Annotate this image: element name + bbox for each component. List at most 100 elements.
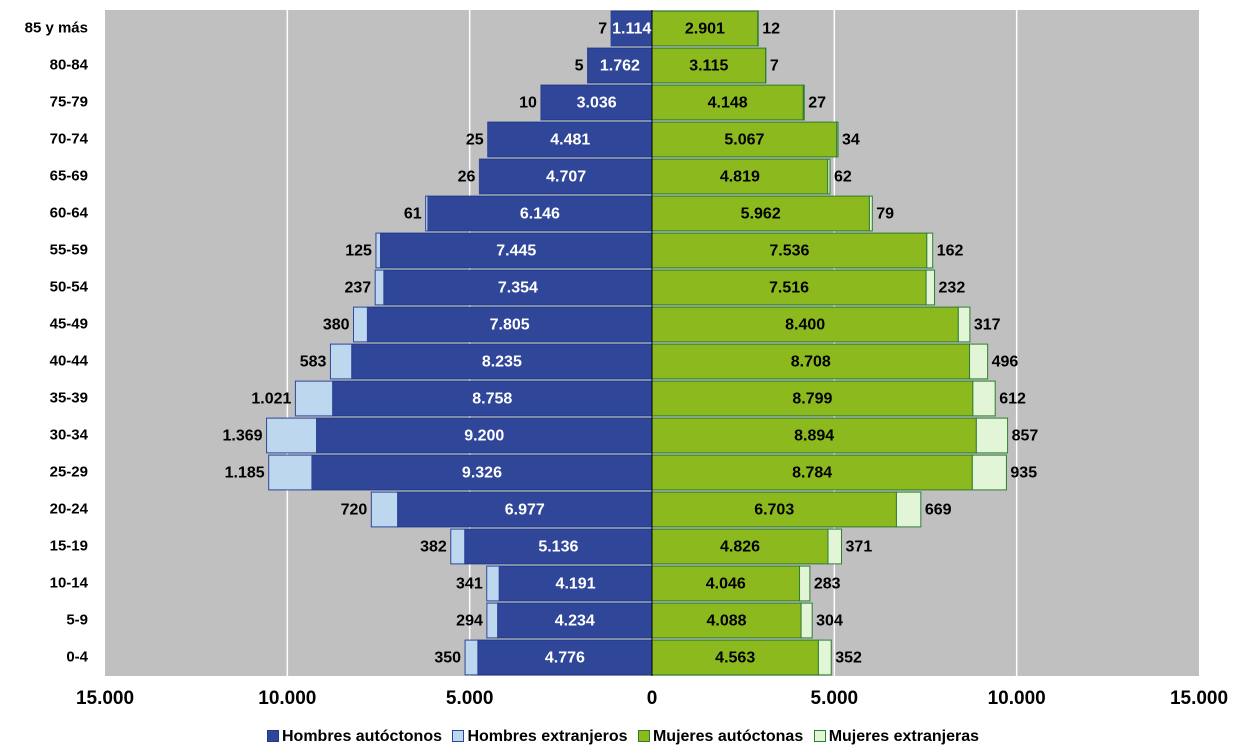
data-label-hombres-extranjeros: 1.185 bbox=[225, 465, 265, 482]
category-label: 0-4 bbox=[66, 648, 88, 665]
bar-hombres-autoctonos bbox=[397, 491, 653, 528]
data-label-hombres-extranjeros: 294 bbox=[456, 613, 483, 630]
legend-swatch bbox=[813, 730, 826, 742]
bar-mujeres-extranjeras bbox=[827, 528, 843, 565]
category-label: 50-54 bbox=[50, 278, 89, 295]
bar-hombres-extranjeros bbox=[425, 195, 429, 232]
bar-hombres-autoctonos bbox=[587, 47, 653, 84]
data-label-hombres-extranjeros: 350 bbox=[434, 650, 461, 667]
bar-hombres-extranjeros bbox=[268, 454, 313, 491]
data-label-hombres-extranjeros: 1.369 bbox=[223, 428, 263, 445]
data-label-mujeres-autoctonas: 4.088 bbox=[707, 613, 747, 630]
bar-mujeres-extranjeras bbox=[895, 491, 922, 528]
category-label: 75-79 bbox=[50, 93, 88, 110]
bar-hombres-autoctonos bbox=[311, 454, 653, 491]
bar-mujeres-extranjeras bbox=[975, 417, 1009, 454]
bar-hombres-extranjeros bbox=[486, 602, 499, 639]
data-label-mujeres-extranjeras: 7 bbox=[770, 58, 779, 75]
bar-hombres-extranjeros bbox=[375, 232, 382, 269]
data-label-hombres-extranjeros: 720 bbox=[341, 502, 368, 519]
bar-hombres-extranjeros bbox=[266, 417, 318, 454]
bar-mujeres-extranjeras bbox=[926, 232, 934, 269]
x-tick-label: 15.000 bbox=[76, 688, 134, 709]
bar-mujeres-extranjeras bbox=[836, 121, 839, 158]
data-label-mujeres-extranjeras: 162 bbox=[937, 243, 964, 260]
bar-mujeres-extranjeras bbox=[802, 84, 805, 121]
bar-mujeres-extranjeras bbox=[972, 380, 996, 417]
legend-label: Mujeres extranjeras bbox=[828, 728, 979, 745]
data-label-hombres-extranjeros: 25 bbox=[466, 132, 484, 149]
bar-hombres-autoctonos bbox=[332, 380, 653, 417]
bar-hombres-extranjeros bbox=[478, 158, 481, 195]
bar-hombres-autoctonos bbox=[497, 602, 653, 639]
legend-swatch bbox=[637, 730, 650, 742]
data-label-mujeres-extranjeras: 304 bbox=[816, 613, 843, 630]
legend-swatch bbox=[452, 730, 465, 742]
data-label-mujeres-autoctonas: 5.962 bbox=[741, 206, 781, 223]
data-label-mujeres-extranjeras: 612 bbox=[999, 391, 1026, 408]
data-label-hombres-extranjeros: 380 bbox=[323, 317, 350, 334]
data-label-hombres-extranjeros: 237 bbox=[344, 280, 371, 297]
bar-hombres-extranjeros bbox=[486, 565, 500, 602]
bar-mujeres-extranjeras bbox=[817, 639, 832, 676]
data-label-mujeres-autoctonas: 8.784 bbox=[792, 465, 832, 482]
bar-mujeres-extranjeras bbox=[868, 195, 873, 232]
data-label-mujeres-autoctonas: 4.819 bbox=[720, 169, 760, 186]
category-label: 70-74 bbox=[50, 130, 89, 147]
bar-mujeres-autoctonas bbox=[651, 343, 971, 380]
x-tick-label: 10.000 bbox=[258, 688, 316, 709]
bar-hombres-extranjeros bbox=[370, 491, 399, 528]
legend-item-hombres-extranjeros: Hombres extranjeros bbox=[452, 728, 628, 746]
bar-mujeres-extranjeras bbox=[969, 343, 989, 380]
legend-label: Hombres autóctonos bbox=[281, 728, 442, 745]
bar-mujeres-autoctonas bbox=[651, 158, 829, 195]
data-label-hombres-extranjeros: 583 bbox=[300, 354, 327, 371]
bar-hombres-extranjeros bbox=[353, 306, 368, 343]
bar-hombres-extranjeros bbox=[329, 343, 353, 380]
data-label-hombres-extranjeros: 26 bbox=[458, 169, 476, 186]
bar-mujeres-autoctonas bbox=[651, 454, 973, 491]
bar-hombres-extranjeros bbox=[294, 380, 334, 417]
category-label: 85 y más bbox=[25, 19, 88, 36]
bar-mujeres-autoctonas bbox=[651, 602, 802, 639]
data-label-hombres-autoctonos: 1.762 bbox=[600, 58, 640, 75]
bar-hombres-extranjeros bbox=[464, 639, 479, 676]
bar-hombres-autoctonos bbox=[427, 195, 653, 232]
data-label-hombres-autoctonos: 3.036 bbox=[577, 95, 617, 112]
bar-mujeres-extranjeras bbox=[799, 565, 811, 602]
data-label-hombres-autoctonos: 4.707 bbox=[546, 169, 586, 186]
data-label-mujeres-autoctonas: 8.894 bbox=[794, 428, 834, 445]
legend-item-hombres-autoctonos: Hombres autóctonos bbox=[266, 728, 442, 746]
data-label-mujeres-extranjeras: 317 bbox=[974, 317, 1001, 334]
legend-swatch bbox=[266, 730, 279, 742]
bar-hombres-autoctonos bbox=[464, 528, 653, 565]
legend-label: Mujeres autóctonas bbox=[652, 728, 804, 745]
data-label-hombres-autoctonos: 7.805 bbox=[490, 317, 530, 334]
bar-hombres-extranjeros bbox=[374, 269, 385, 306]
data-label-hombres-autoctonos: 4.776 bbox=[545, 650, 585, 667]
data-label-hombres-extranjeros: 10 bbox=[519, 95, 537, 112]
data-label-hombres-autoctonos: 5.136 bbox=[538, 539, 578, 556]
data-label-mujeres-autoctonas: 3.115 bbox=[689, 58, 728, 75]
data-label-mujeres-autoctonas: 6.703 bbox=[754, 502, 794, 519]
bar-mujeres-extranjeras bbox=[925, 269, 936, 306]
data-label-mujeres-extranjeras: 371 bbox=[846, 539, 873, 556]
category-label: 80-84 bbox=[50, 56, 89, 73]
data-label-hombres-autoctonos: 4.191 bbox=[556, 576, 596, 593]
data-label-mujeres-autoctonas: 8.708 bbox=[791, 354, 831, 371]
bar-mujeres-autoctonas bbox=[651, 565, 801, 602]
category-label: 55-59 bbox=[50, 241, 88, 258]
data-label-mujeres-autoctonas: 8.799 bbox=[792, 391, 832, 408]
legend-item-mujeres-autoctonas: Mujeres autóctonas bbox=[637, 728, 804, 746]
data-label-mujeres-extranjeras: 857 bbox=[1012, 428, 1039, 445]
data-label-hombres-autoctonos: 8.235 bbox=[482, 354, 522, 371]
category-label: 45-49 bbox=[50, 315, 88, 332]
legend-label: Hombres extranjeros bbox=[467, 728, 628, 745]
category-label: 10-14 bbox=[50, 574, 89, 591]
category-label: 20-24 bbox=[50, 500, 89, 517]
bar-hombres-autoctonos bbox=[316, 417, 653, 454]
data-label-hombres-extranjeros: 7 bbox=[598, 21, 607, 38]
bar-mujeres-extranjeras bbox=[827, 158, 831, 195]
bar-mujeres-extranjeras bbox=[800, 602, 813, 639]
